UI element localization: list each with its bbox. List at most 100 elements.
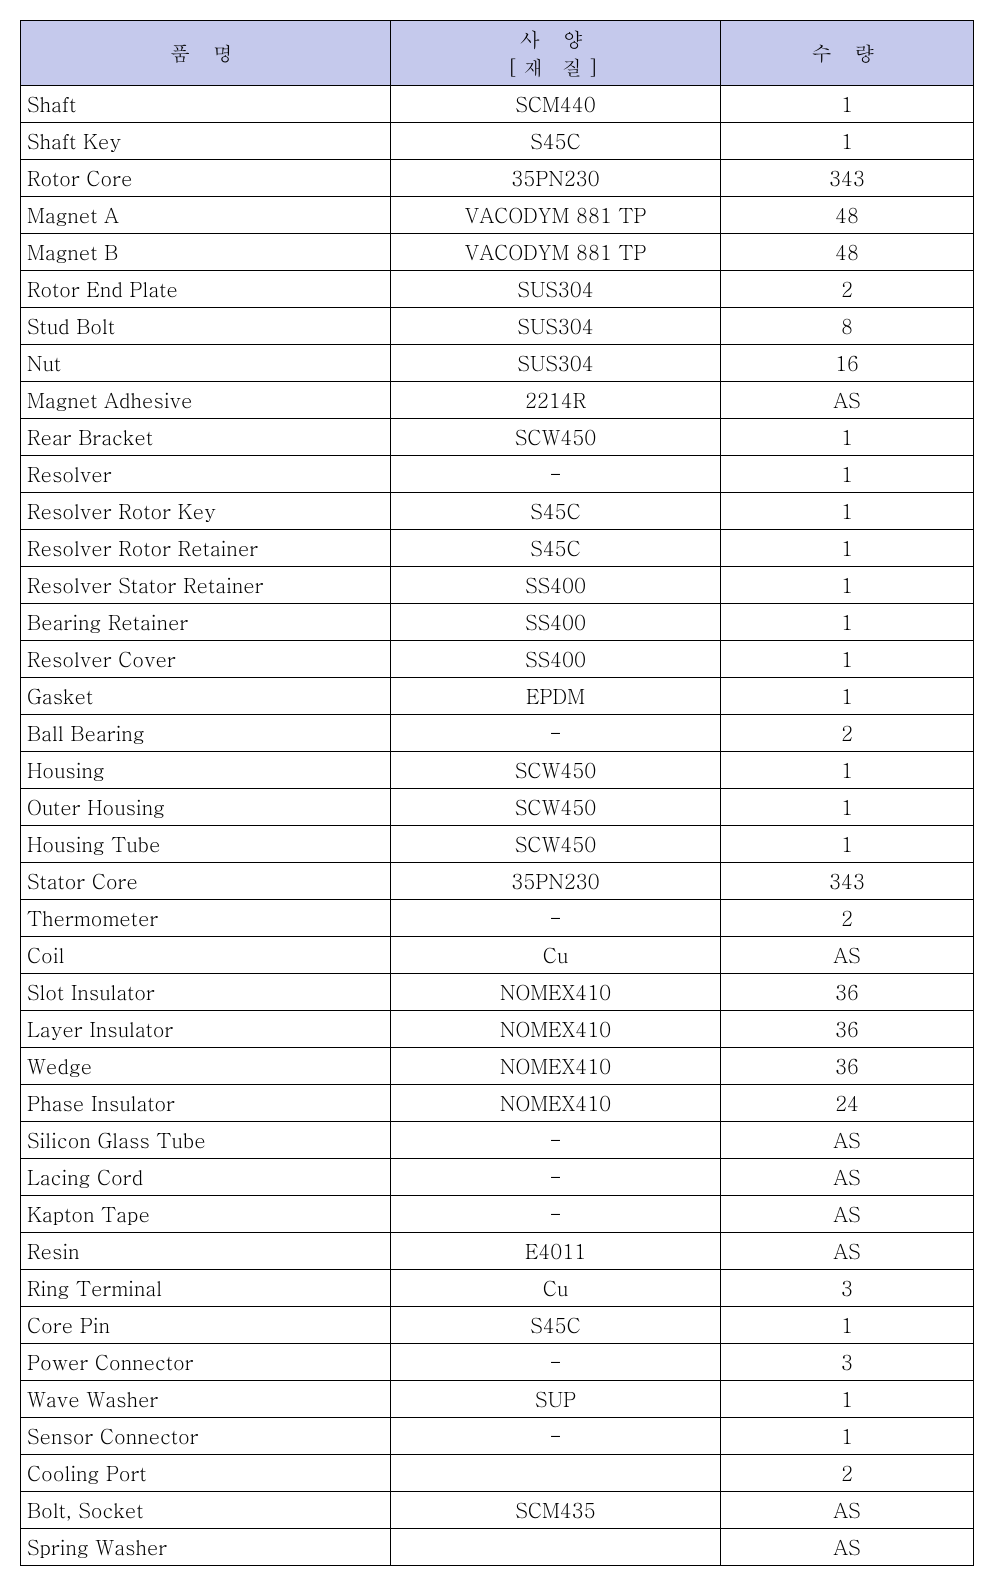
cell-name: Wedge xyxy=(21,1048,391,1085)
cell-name: Ring Terminal xyxy=(21,1270,391,1307)
table-row: Ball Bearing-2 xyxy=(21,715,974,752)
table-row: HousingSCW4501 xyxy=(21,752,974,789)
table-row: Shaft KeyS45C1 xyxy=(21,123,974,160)
cell-spec: 35PN230 xyxy=(391,160,721,197)
cell-name: Phase Insulator xyxy=(21,1085,391,1122)
cell-spec: 2214R xyxy=(391,382,721,419)
cell-name: Resolver Cover xyxy=(21,641,391,678)
cell-qty: 3 xyxy=(721,1270,974,1307)
cell-name: Gasket xyxy=(21,678,391,715)
cell-qty: 3 xyxy=(721,1344,974,1381)
table-row: ResinE4011AS xyxy=(21,1233,974,1270)
cell-spec: NOMEX410 xyxy=(391,1085,721,1122)
table-row: GasketEPDM1 xyxy=(21,678,974,715)
cell-qty: 343 xyxy=(721,863,974,900)
table-row: ShaftSCM4401 xyxy=(21,86,974,123)
cell-qty: 1 xyxy=(721,456,974,493)
cell-name: Shaft xyxy=(21,86,391,123)
cell-spec: - xyxy=(391,1159,721,1196)
col-header-name-label: 품 명 xyxy=(170,38,241,67)
table-row: Kapton Tape-AS xyxy=(21,1196,974,1233)
table-row: Resolver Stator RetainerSS4001 xyxy=(21,567,974,604)
cell-spec: - xyxy=(391,900,721,937)
table-row: Stud BoltSUS3048 xyxy=(21,308,974,345)
cell-name: Resolver xyxy=(21,456,391,493)
table-row: WedgeNOMEX41036 xyxy=(21,1048,974,1085)
cell-spec: S45C xyxy=(391,1307,721,1344)
cell-spec: SUS304 xyxy=(391,345,721,382)
cell-name: Rear Bracket xyxy=(21,419,391,456)
cell-name: Layer Insulator xyxy=(21,1011,391,1048)
cell-spec: Cu xyxy=(391,937,721,974)
table-row: Resolver Rotor KeyS45C1 xyxy=(21,493,974,530)
cell-name: Core Pin xyxy=(21,1307,391,1344)
cell-name: Cooling Port xyxy=(21,1455,391,1492)
col-header-spec-sub: [재 질] xyxy=(397,53,714,81)
table-row: Magnet AVACODYM 881 TP48 xyxy=(21,197,974,234)
cell-spec: SCW450 xyxy=(391,752,721,789)
table-row: Outer HousingSCW4501 xyxy=(21,789,974,826)
cell-name: Sensor Connector xyxy=(21,1418,391,1455)
cell-name: Resin xyxy=(21,1233,391,1270)
cell-spec: - xyxy=(391,1344,721,1381)
cell-spec: SCM440 xyxy=(391,86,721,123)
table-row: Bolt, SocketSCM435AS xyxy=(21,1492,974,1529)
cell-qty: 1 xyxy=(721,1381,974,1418)
col-header-name: 품 명 xyxy=(21,21,391,86)
cell-qty: 2 xyxy=(721,900,974,937)
cell-spec: NOMEX410 xyxy=(391,1048,721,1085)
cell-name: Power Connector xyxy=(21,1344,391,1381)
cell-qty: AS xyxy=(721,1159,974,1196)
cell-spec: SUS304 xyxy=(391,308,721,345)
cell-qty: 343 xyxy=(721,160,974,197)
cell-qty: 2 xyxy=(721,715,974,752)
cell-qty: 36 xyxy=(721,1011,974,1048)
cell-spec: Cu xyxy=(391,1270,721,1307)
cell-name: Magnet Adhesive xyxy=(21,382,391,419)
cell-spec: EPDM xyxy=(391,678,721,715)
cell-name: Wave Washer xyxy=(21,1381,391,1418)
table-row: Rotor Core35PN230343 xyxy=(21,160,974,197)
cell-spec: 35PN230 xyxy=(391,863,721,900)
cell-spec: SS400 xyxy=(391,641,721,678)
cell-name: Spring Washer xyxy=(21,1529,391,1566)
cell-spec: - xyxy=(391,1196,721,1233)
cell-name: Bearing Retainer xyxy=(21,604,391,641)
cell-name: Coil xyxy=(21,937,391,974)
col-header-spec: 사 양 [재 질] xyxy=(391,21,721,86)
cell-qty: 1 xyxy=(721,752,974,789)
cell-name: Magnet B xyxy=(21,234,391,271)
cell-spec: - xyxy=(391,715,721,752)
cell-qty: 1 xyxy=(721,86,974,123)
cell-spec: - xyxy=(391,1418,721,1455)
cell-qty: AS xyxy=(721,1122,974,1159)
cell-spec xyxy=(391,1455,721,1492)
cell-spec: - xyxy=(391,1122,721,1159)
cell-qty: AS xyxy=(721,1492,974,1529)
cell-name: Rotor End Plate xyxy=(21,271,391,308)
cell-name: Housing Tube xyxy=(21,826,391,863)
cell-qty: AS xyxy=(721,382,974,419)
cell-spec: S45C xyxy=(391,493,721,530)
table-row: Magnet BVACODYM 881 TP48 xyxy=(21,234,974,271)
col-header-qty: 수 량 xyxy=(721,21,974,86)
parts-table: 품 명 사 양 [재 질] 수 량 ShaftSCM4401Shaft KeyS… xyxy=(20,20,974,1566)
table-row: Phase InsulatorNOMEX41024 xyxy=(21,1085,974,1122)
table-row: Slot InsulatorNOMEX41036 xyxy=(21,974,974,1011)
cell-qty: 1 xyxy=(721,1418,974,1455)
cell-spec: SCW450 xyxy=(391,419,721,456)
cell-qty: 8 xyxy=(721,308,974,345)
table-row: Lacing Cord-AS xyxy=(21,1159,974,1196)
cell-qty: 2 xyxy=(721,1455,974,1492)
cell-name: Lacing Cord xyxy=(21,1159,391,1196)
cell-spec: SUS304 xyxy=(391,271,721,308)
table-row: CoilCuAS xyxy=(21,937,974,974)
table-head: 품 명 사 양 [재 질] 수 량 xyxy=(21,21,974,86)
cell-qty: 1 xyxy=(721,123,974,160)
table-row: NutSUS30416 xyxy=(21,345,974,382)
cell-qty: AS xyxy=(721,1233,974,1270)
cell-qty: 24 xyxy=(721,1085,974,1122)
cell-qty: 1 xyxy=(721,493,974,530)
cell-spec: NOMEX410 xyxy=(391,974,721,1011)
cell-spec: SCM435 xyxy=(391,1492,721,1529)
